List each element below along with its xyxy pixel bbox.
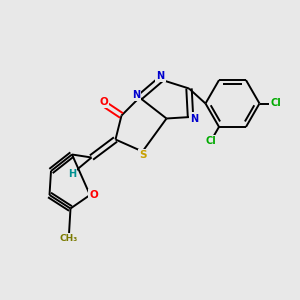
Text: N: N [156, 71, 165, 81]
Text: N: N [190, 113, 198, 124]
Text: O: O [99, 97, 108, 107]
Text: Cl: Cl [270, 98, 281, 109]
Text: Cl: Cl [206, 136, 216, 146]
Text: CH₃: CH₃ [60, 234, 78, 243]
Text: H: H [68, 169, 76, 179]
Text: N: N [132, 89, 140, 100]
Text: O: O [89, 190, 98, 200]
Text: S: S [139, 150, 146, 160]
